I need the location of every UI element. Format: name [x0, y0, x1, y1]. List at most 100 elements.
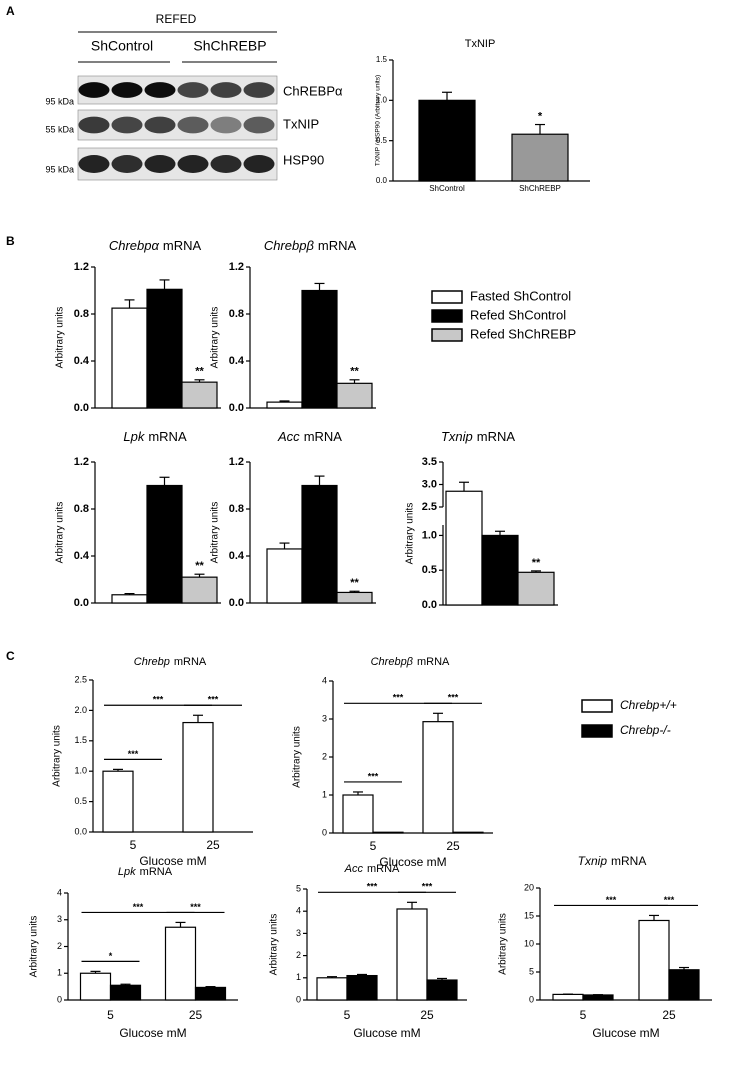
significance-label: **: [195, 366, 204, 378]
y-tick-label: 1.2: [229, 261, 244, 273]
title-text: mRNA: [174, 656, 207, 668]
panel-label: C: [6, 649, 15, 663]
y-axis-label: Arbitrary units: [498, 913, 509, 975]
x-axis-label: Glucose mM: [139, 854, 206, 868]
blot-band: [111, 82, 143, 98]
chart-title: Txnip mRNA: [441, 429, 515, 444]
chart-title: Chrebpα mRNA: [109, 238, 202, 253]
blot-marker: 55 kDa: [45, 124, 74, 134]
legend-swatch: [431, 290, 463, 304]
y-tick-label: 4: [57, 887, 62, 897]
bar: [342, 794, 374, 834]
significance-label: ***: [393, 693, 404, 703]
bar: [301, 484, 338, 604]
title-text: TxNIP: [465, 38, 496, 50]
significance-label: *: [109, 951, 113, 961]
chart-title: Acc mRNA: [344, 863, 400, 875]
bar: [111, 594, 148, 604]
y-tick-label: 0.0: [229, 402, 244, 414]
bar: [552, 993, 584, 1001]
y-tick-label: 2.0: [74, 705, 87, 715]
blot-band: [144, 116, 176, 134]
significance-label: ***: [664, 895, 675, 905]
y-tick-label: 0.0: [74, 402, 89, 414]
blot-band: [78, 116, 110, 134]
y-axis-label: Arbitrary units: [29, 916, 40, 978]
bar: [452, 831, 484, 834]
x-tick-label: 25: [206, 838, 220, 852]
blot-band: [243, 116, 275, 134]
y-tick-label: 0.8: [74, 503, 89, 515]
y-tick-label: 0.0: [74, 826, 87, 836]
y-tick-label: 1.2: [74, 261, 89, 273]
blot-band: [243, 82, 275, 98]
significance-label: **: [532, 557, 541, 569]
y-tick-label: 5: [296, 883, 301, 893]
y-tick-label: 0.4: [74, 550, 90, 562]
significance-label: **: [350, 366, 359, 378]
bar: [111, 307, 148, 409]
y-axis-label: Arbitrary units: [55, 502, 66, 564]
chart-title: Txnip mRNA: [578, 854, 647, 868]
gene-name: Acc: [277, 429, 300, 444]
gene-name: Chrebpβ: [371, 656, 414, 668]
bar: [146, 288, 183, 409]
y-tick-label: 0.4: [229, 355, 245, 367]
y-tick-label: 0.4: [229, 550, 245, 562]
y-tick-label: 10: [524, 938, 534, 948]
x-tick-label: 25: [446, 839, 460, 853]
bar: [638, 919, 670, 1001]
x-tick-label: 25: [662, 1008, 676, 1022]
significance-label: ***: [190, 902, 201, 912]
y-tick-label: 0.5: [376, 136, 388, 145]
bar: [582, 994, 614, 1001]
legend-swatch: [581, 699, 613, 713]
bar: [418, 99, 476, 182]
gene-name: Lpk: [123, 429, 145, 444]
bar: [109, 984, 142, 1001]
y-axis-label: Arbitrary units: [405, 503, 416, 565]
blot-band: [210, 155, 242, 173]
blot-protein: ChREBPα: [283, 83, 343, 98]
legend-swatch: [431, 309, 463, 323]
legend-swatch: [431, 328, 463, 342]
significance-label: ***: [153, 695, 164, 705]
bar: [181, 381, 218, 409]
y-tick-label: 0.0: [376, 176, 388, 185]
legend-label: Refed ShControl: [470, 307, 566, 322]
x-axis-label: Glucose mM: [353, 1026, 420, 1040]
y-tick-label: 1.2: [74, 456, 89, 468]
blot-band: [243, 155, 275, 173]
y-tick-label: 0.0: [74, 597, 89, 609]
significance-label: ***: [448, 693, 459, 703]
x-tick-label: 5: [370, 839, 377, 853]
y-tick-label: 15: [524, 910, 534, 920]
y-tick-label: 2.5: [74, 674, 87, 684]
blot-band: [111, 155, 143, 173]
blot-band: [144, 155, 176, 173]
significance-label: ***: [606, 895, 617, 905]
y-tick-label: 5: [529, 966, 534, 976]
x-tick-label: 5: [107, 1008, 114, 1022]
gene-name: Chrebpα: [109, 238, 160, 253]
bar: [396, 908, 428, 1001]
blot-header: REFED: [156, 12, 197, 26]
bar: [517, 571, 555, 606]
x-axis-label: Glucose mM: [379, 855, 446, 869]
chart-title: Chrebpβ mRNA: [371, 656, 450, 668]
y-tick-label: 1.5: [376, 55, 388, 64]
y-axis-label: Arbitrary units: [210, 502, 221, 564]
y-tick-label: 4: [296, 906, 301, 916]
x-tick-label: 5: [580, 1008, 587, 1022]
y-tick-label: 1.5: [74, 735, 87, 745]
legend-label: Chrebp+/+: [620, 698, 677, 712]
x-tick-label: ShControl: [429, 184, 465, 193]
chart-title: TxNIP: [465, 38, 496, 50]
bar: [668, 969, 700, 1001]
significance-label: ***: [368, 771, 379, 781]
y-tick-label: 1: [57, 968, 62, 978]
title-text: mRNA: [140, 866, 173, 878]
legend-label: Chrebp-/-: [620, 723, 671, 737]
significance-label: ***: [208, 695, 219, 705]
significance-label: ***: [128, 749, 139, 759]
